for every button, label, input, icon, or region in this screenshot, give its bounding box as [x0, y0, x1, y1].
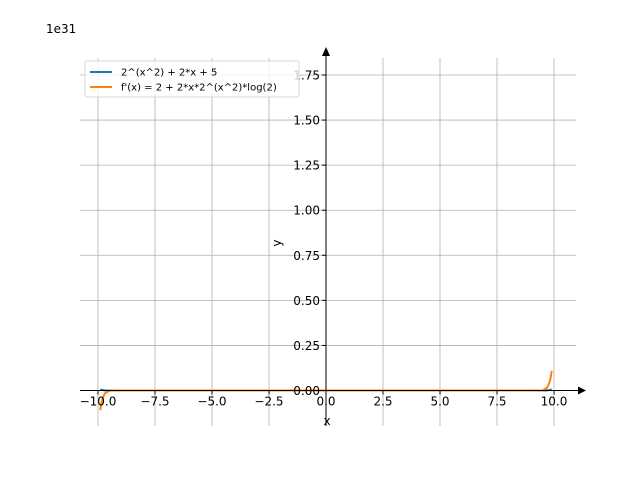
legend: 2^(x^2) + 2*x + 5 f'(x) = 2 + 2*x*2^(x^2… [84, 60, 300, 98]
y-axis-arrow-icon [322, 47, 330, 56]
x-tick-label: −7.5 [140, 395, 169, 409]
legend-frame [84, 60, 300, 98]
x-tick-label: −5.0 [197, 395, 226, 409]
x-tick-label: 2.5 [373, 395, 392, 409]
ticks: −10.0 −7.5 −5.0 −2.5 0.0 2.5 5.0 7.5 10.0 0.00 0.2… [80, 69, 568, 409]
y-tick-label: 0.75 [293, 249, 320, 263]
y-tick-label: 1.75 [293, 69, 320, 83]
x-tick-label: 5.0 [430, 395, 449, 409]
axes [80, 47, 586, 426]
x-tick-label: 7.5 [487, 395, 506, 409]
y-axis-label: y [270, 239, 284, 246]
x-axis-arrow-icon [578, 386, 586, 395]
x-tick-label: −10.0 [80, 395, 117, 409]
grid [80, 58, 576, 426]
x-axis-label: x [323, 414, 330, 428]
x-tick-label: 10.0 [541, 395, 568, 409]
y-axis-offset-label: 1e31 [46, 22, 76, 36]
x-tick-label: 0.0 [316, 395, 335, 409]
y-tick-label: 1.25 [293, 159, 320, 173]
legend-label-series-1: 2^(x^2) + 2*x + 5 [121, 68, 217, 79]
y-tick-label: 0.25 [293, 339, 320, 353]
y-tick-label: 1.00 [293, 204, 320, 218]
legend-label-series-2: f'(x) = 2 + 2*x*2^(x^2)*log(2) [121, 83, 277, 94]
y-tick-label: 1.50 [293, 114, 320, 128]
x-tick-label: −2.5 [254, 395, 283, 409]
y-tick-label: 0.50 [293, 294, 320, 308]
y-tick-label: 0.00 [293, 384, 320, 398]
